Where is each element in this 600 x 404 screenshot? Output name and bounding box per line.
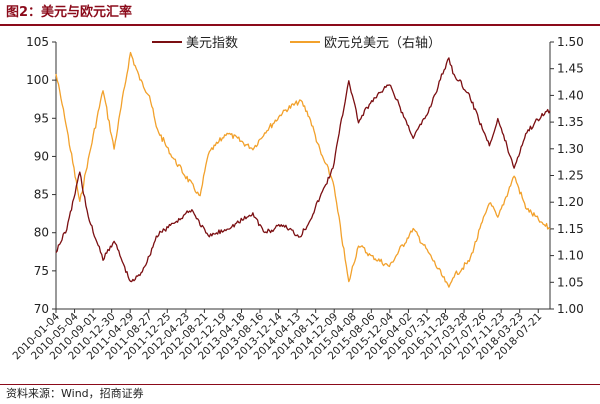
right-tick-label: 1.15 [557, 222, 584, 236]
chart-series [55, 51, 551, 288]
right-tick-label: 1.10 [557, 249, 584, 263]
usd-index-line [55, 57, 551, 283]
right-tick-label: 1.35 [557, 115, 584, 129]
right-tick-label: 1.45 [557, 62, 584, 76]
legend-usd-index-label: 美元指数 [186, 36, 238, 51]
source-rule [0, 384, 600, 385]
right-tick-label: 1.05 [557, 275, 584, 289]
chart-legend: 美元指数 欧元兑美元（右轴） [152, 36, 441, 51]
title-rule [0, 24, 600, 26]
left-tick-label: 75 [34, 264, 49, 278]
right-tick-label: 1.40 [557, 88, 584, 102]
right-tick-label: 1.00 [557, 302, 584, 316]
left-tick-label: 100 [26, 73, 49, 87]
right-tick-label: 1.20 [557, 195, 584, 209]
chart-axes: 70 75 80 85 90 95 100 105 1.00 1.05 1.10 1.15 1.20 1.… [10, 35, 583, 362]
figure-title: 图2：美元与欧元汇率 [6, 5, 133, 20]
left-tick-label: 80 [34, 226, 49, 240]
left-tick-label: 90 [34, 149, 49, 163]
right-tick-label: 1.30 [557, 142, 584, 156]
source-note: 资料来源：Wind，招商证券 [6, 387, 144, 400]
eurusd-line [55, 51, 551, 288]
line-chart: 70 75 80 85 90 95 100 105 1.00 1.05 1.10 1.15 1.20 1.… [10, 35, 583, 362]
left-tick-label: 105 [26, 35, 49, 49]
left-tick-label: 70 [34, 302, 49, 316]
right-tick-label: 1.25 [557, 169, 584, 183]
left-tick-label: 95 [34, 111, 49, 125]
left-tick-label: 85 [34, 188, 49, 202]
legend-eurusd-label: 欧元兑美元（右轴） [324, 36, 441, 51]
right-tick-label: 1.50 [557, 35, 584, 49]
